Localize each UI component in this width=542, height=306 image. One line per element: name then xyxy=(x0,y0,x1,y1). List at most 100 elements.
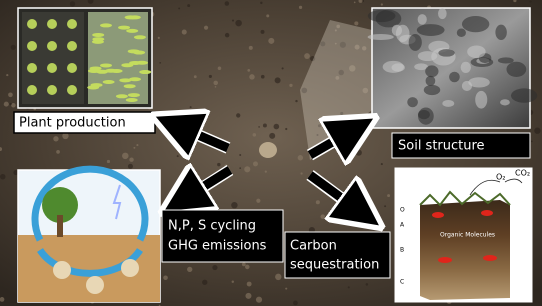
plant-photo xyxy=(18,8,152,108)
seedling xyxy=(92,33,104,37)
speck xyxy=(275,274,281,280)
aggregate xyxy=(461,62,471,73)
speck xyxy=(11,45,16,50)
horizon-label: O xyxy=(400,207,405,214)
speck xyxy=(260,2,262,4)
aggregate xyxy=(409,34,422,51)
seedling xyxy=(47,41,57,51)
speck xyxy=(182,30,187,35)
aggregate xyxy=(417,24,445,36)
aggregate xyxy=(368,34,394,40)
pebble xyxy=(259,142,277,158)
speck xyxy=(316,200,320,204)
speck xyxy=(256,199,260,203)
speck xyxy=(245,293,251,299)
speck xyxy=(300,172,302,174)
speck xyxy=(225,1,230,6)
speck xyxy=(249,74,255,80)
speck xyxy=(0,174,5,179)
speck xyxy=(356,150,362,156)
speck xyxy=(177,155,179,157)
speck xyxy=(304,53,310,59)
seedling xyxy=(90,66,102,70)
speck xyxy=(299,6,302,9)
speck xyxy=(265,171,267,173)
speck xyxy=(160,115,166,121)
seedling xyxy=(27,85,37,95)
speck xyxy=(244,166,250,172)
horizon-label: C xyxy=(400,279,404,286)
aggregate xyxy=(418,51,437,61)
aggregate xyxy=(392,25,402,36)
speck xyxy=(268,38,274,44)
figure: Plant production Soil structure O₂ CO₂ O… xyxy=(0,0,542,306)
aggregate xyxy=(475,91,487,109)
aggregate xyxy=(457,29,466,37)
speck xyxy=(187,267,192,272)
speck xyxy=(530,1,532,3)
speck xyxy=(232,20,234,22)
speck xyxy=(354,2,356,4)
speck xyxy=(275,77,281,83)
aggregate xyxy=(449,72,460,83)
seedling xyxy=(100,23,112,27)
speck xyxy=(133,147,135,149)
speck xyxy=(128,164,133,169)
speck xyxy=(163,275,168,280)
seedling xyxy=(87,85,99,89)
speck xyxy=(285,128,287,130)
speck xyxy=(239,154,241,156)
aggregate xyxy=(438,49,454,56)
speck xyxy=(194,75,197,78)
seedling xyxy=(133,51,145,55)
speck xyxy=(232,280,234,282)
aggregate xyxy=(407,97,418,107)
speck xyxy=(261,30,265,34)
seedling xyxy=(96,70,108,74)
speck xyxy=(6,74,8,76)
speck xyxy=(225,33,229,37)
aggregate xyxy=(468,77,489,87)
speck xyxy=(242,262,246,266)
organic-label: Organic Molecules xyxy=(440,232,495,239)
speck xyxy=(261,75,265,79)
seedling xyxy=(47,63,57,73)
speck xyxy=(187,4,190,7)
speck xyxy=(209,75,212,78)
cycling-label: N,P, S cycling xyxy=(168,219,256,234)
aggregate xyxy=(418,107,434,124)
plant-production-label: Plant production xyxy=(19,116,126,131)
speck xyxy=(11,103,15,107)
speck xyxy=(247,69,250,72)
seedling xyxy=(119,78,131,82)
aggregate xyxy=(506,62,526,77)
speck xyxy=(218,67,222,71)
speck xyxy=(245,265,250,270)
speck xyxy=(158,37,160,39)
aggregate xyxy=(442,100,454,107)
speck xyxy=(293,301,298,306)
speck xyxy=(70,1,75,6)
aggregate xyxy=(498,57,514,63)
seedling xyxy=(125,15,137,19)
speck xyxy=(269,133,275,139)
seedling xyxy=(47,19,57,29)
seedling xyxy=(139,70,151,74)
speck xyxy=(263,123,267,127)
speck xyxy=(381,163,383,165)
seedling xyxy=(121,63,133,67)
speck xyxy=(213,81,218,86)
aggregate xyxy=(383,61,404,73)
speck xyxy=(387,194,390,197)
speck xyxy=(53,136,58,141)
speck xyxy=(384,205,386,207)
seedling xyxy=(116,94,128,98)
speck xyxy=(239,167,241,169)
speck xyxy=(274,124,280,130)
seedling xyxy=(136,61,148,65)
speck xyxy=(295,100,297,102)
seedling xyxy=(47,85,57,95)
speck xyxy=(217,163,220,166)
soil-structure-photo xyxy=(368,8,538,128)
seedling xyxy=(134,35,146,39)
